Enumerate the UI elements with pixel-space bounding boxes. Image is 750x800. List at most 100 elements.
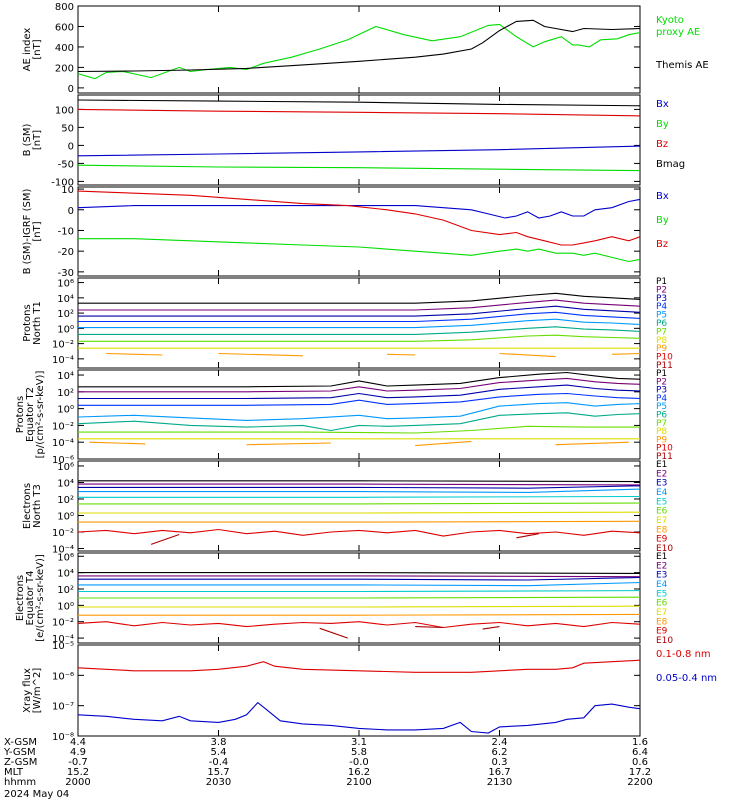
panel-5-frame: [77, 369, 641, 460]
panel-7-series-e6: [78, 596, 641, 599]
panel-4-ytick-label: 10²: [57, 309, 74, 320]
panel-3-ytick-label: -10: [58, 226, 74, 237]
panel-3-legend-bx: Bx: [656, 191, 669, 202]
panel-7-series-e4: [78, 581, 641, 587]
panel-8-ylabel: Xray flux: [22, 668, 33, 713]
panel-7-series-e5: [78, 590, 641, 593]
panel-5-legend-p8: P8: [656, 427, 667, 437]
panel-4-legend-p2: P2: [656, 285, 667, 295]
panel-5-series-p6: [77, 412, 641, 432]
panel-7-series-e1: [78, 572, 641, 575]
panel-2-legend-bmag: Bmag: [656, 159, 685, 170]
xaxis-value: 3.1: [351, 737, 367, 748]
xaxis-value: 2200: [627, 777, 652, 788]
xaxis-value: 5.8: [351, 747, 367, 758]
panel-4-legend-p1: P1: [656, 277, 667, 287]
panel-1-series-themis-ae: [77, 19, 641, 73]
panel-3-series-by: [78, 238, 641, 263]
panel-5-legend-p9: P9: [656, 435, 667, 445]
panel-2-ytick-label: -100: [51, 177, 74, 188]
panel-4-series-p6: [78, 326, 641, 335]
panel-5-ylabel: [p/(cm²-s-sr-keV)]: [35, 371, 46, 459]
panel-6-series-e1: [78, 480, 641, 483]
panel-2-ytick-label: 100: [55, 105, 74, 116]
xaxis-row-label: Z-GSM: [4, 757, 37, 768]
panel-1-ytick-label: 400: [55, 43, 74, 54]
panel-6-legend-e3: E3: [656, 479, 667, 489]
panel-3-series-bx: [77, 198, 641, 219]
panel-6-ylabel: Electrons: [22, 483, 33, 529]
panel-2-series-bz: [77, 108, 641, 117]
panel-1-frame: [77, 5, 641, 94]
panel-7-series-e3: [78, 576, 641, 581]
panel-6-legend-e8: E8: [656, 525, 668, 535]
xaxis-value: 2100: [346, 777, 371, 788]
panel-8-ytick-label: 10⁻⁸: [52, 732, 74, 743]
panel-4-ytick-label: 10⁶: [57, 279, 74, 290]
panel-8-series-0-05-0-4-nm: [77, 701, 641, 734]
panel-2-ytick-label: -50: [58, 159, 74, 170]
xaxis-value: 4.9: [70, 747, 86, 758]
panel-8-ylabel: [W/m^2]: [32, 668, 43, 714]
panel-2-legend-bz: Bz: [656, 139, 668, 150]
xaxis-value: 16.7: [488, 767, 510, 778]
panel-7-legend-e6: E6: [656, 599, 668, 609]
panel-1-ytick-label: 600: [55, 22, 74, 33]
panel-2-ytick-label: 50: [61, 123, 74, 134]
panel-7-ytick-label: 10⁰: [57, 601, 74, 612]
panel-5-series-p5: [77, 402, 641, 421]
panel-1-ylabel: [nT]: [32, 39, 43, 59]
panel-5-legend-p4: P4: [656, 394, 667, 404]
panel-2-series-by: [77, 164, 641, 172]
panel-6-series-e7: [78, 511, 641, 514]
panel-2-legend-bx: Bx: [656, 99, 669, 110]
panel-3-frame: [77, 186, 641, 277]
panel-4-series-p4: [78, 311, 641, 323]
xaxis-value: -0.0: [349, 757, 369, 768]
panel-2-frame: [77, 94, 641, 186]
panel-6-legend-e9: E9: [656, 535, 668, 545]
panel-4-ytick-label: 10⁰: [57, 324, 74, 335]
xaxis-row-label: hhmm: [4, 777, 36, 788]
panel-7-ytick-label: 10⁻²: [52, 618, 74, 629]
panel-5-legend-p2: P2: [656, 377, 667, 387]
panel-4-ylabel: North T1: [32, 301, 43, 345]
panel-6-series-e5: [78, 495, 641, 498]
panel-2-series-bmag: [77, 99, 641, 107]
panel-7-series-e10: [319, 626, 500, 639]
xaxis-value: 2030: [206, 777, 231, 788]
xaxis-value: 15.7: [207, 767, 229, 778]
panel-7-ylabel: Electrons: [15, 575, 26, 621]
xaxis-value: 16.2: [348, 767, 370, 778]
panel-5-ytick-label: 10⁻⁶: [52, 455, 74, 466]
panel-1-ytick-label: 200: [55, 63, 74, 74]
panel-5-series-p3: [78, 384, 641, 400]
panel-6-ytick-label: 10⁶: [57, 462, 74, 473]
panel-4-series-p9: [106, 352, 641, 358]
panel-1-series-kyoto-proxy-ae: [77, 23, 641, 80]
panel-4-series-p5: [78, 318, 641, 329]
panel-4-legend-p6: P6: [656, 319, 667, 329]
panel-8-legend-0-1-0-8-nm: 0.1-0.8 nm: [656, 649, 711, 660]
panel-7-ylabel: Equator T4: [25, 571, 36, 626]
panel-2-ylabel: [nT]: [32, 130, 43, 150]
panel-7-series-e8: [78, 613, 641, 616]
panel-7-ytick-label: 10²: [57, 585, 74, 596]
panel-6-series-e9: [77, 528, 641, 537]
panel-1-legend-kyoto-proxy-ae: Kyoto: [656, 15, 684, 26]
panel-8-legend-0-05-0-4-nm: 0.05-0.4 nm: [656, 673, 717, 684]
panel-8-ytick-label: 10⁻⁵: [52, 641, 74, 652]
panel-4-legend-p9: P9: [656, 344, 667, 354]
panel-4-ylabel: Protons: [22, 304, 33, 341]
panel-6-series-e10: [150, 533, 539, 545]
panel-3-ytick-label: -20: [58, 247, 74, 258]
panel-6-series-e6: [78, 502, 641, 505]
panel-4-legend-p5: P5: [656, 311, 667, 321]
panel-7-legend-e7: E7: [656, 608, 667, 618]
panel-7-ylabel: [e/(cm²-s-sr-keV)]: [35, 554, 46, 642]
xaxis-value: 4.4: [70, 737, 86, 748]
panel-7-ytick-label: 10⁻⁴: [52, 634, 74, 645]
panel-7-ytick-label: 10⁴: [57, 569, 74, 580]
panel-4-ytick-label: 10⁻²: [52, 340, 74, 351]
xaxis-value: -0.4: [209, 757, 229, 768]
